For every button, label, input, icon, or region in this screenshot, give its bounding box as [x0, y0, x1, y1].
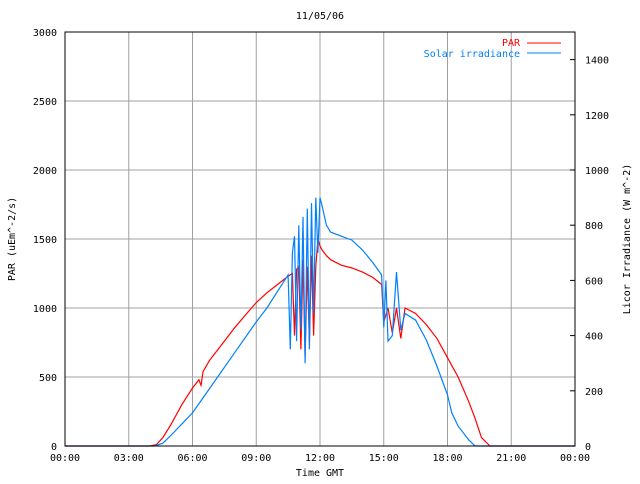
y-tick-label: 1500: [33, 235, 57, 246]
x-tick-label: 00:00: [50, 453, 80, 464]
legend-label-par: PAR: [502, 38, 521, 49]
plot-frame: [64, 31, 576, 447]
y2-tick-label: 1200: [585, 111, 609, 122]
x-tick-label: 03:00: [114, 453, 144, 464]
x-tick-label: 12:00: [305, 453, 335, 464]
y2-tick-label: 400: [585, 332, 603, 343]
y-tick-label: 2500: [33, 97, 57, 108]
y2-tick-label: 1400: [585, 56, 609, 67]
y-tick-label: 1000: [33, 304, 57, 315]
y-axis-label: PAR (uEm^-2/s): [7, 197, 18, 281]
grid: [65, 32, 575, 446]
x-tick-label: 15:00: [369, 453, 399, 464]
x-tick-label: 09:00: [241, 453, 271, 464]
y2-tick-label: 0: [585, 442, 591, 453]
x-tick-label: 06:00: [177, 453, 207, 464]
y-tick-label: 3000: [33, 28, 57, 39]
par-series-line: [65, 238, 575, 447]
y2-tick-label: 600: [585, 276, 603, 287]
x-tick-label: 00:00: [560, 453, 590, 464]
legend: PAR Solar irradiance: [424, 38, 561, 60]
x-axis-label: Time GMT: [296, 468, 344, 479]
x-tick-label: 18:00: [432, 453, 462, 464]
chart-title: 11/05/06: [296, 11, 344, 22]
y2-tick-label: 800: [585, 221, 603, 232]
legend-label-solar: Solar irradiance: [424, 49, 520, 60]
y2-tick-label: 200: [585, 387, 603, 398]
series-lines: [65, 197, 575, 447]
x-tick-label: 21:00: [496, 453, 526, 464]
axis-ticks: 00:00 03:00 06:00 09:00 12:00 15:00 18:00 21:00…: [33, 28, 609, 464]
y-tick-label: 2000: [33, 166, 57, 177]
y-tick-label: 0: [51, 442, 57, 453]
y2-axis-label: Licor Irradiance (W m^-2): [622, 164, 633, 315]
y-tick-label: 500: [39, 373, 57, 384]
solar-irradiance-series-line: [65, 197, 575, 447]
y2-tick-label: 1000: [585, 166, 609, 177]
